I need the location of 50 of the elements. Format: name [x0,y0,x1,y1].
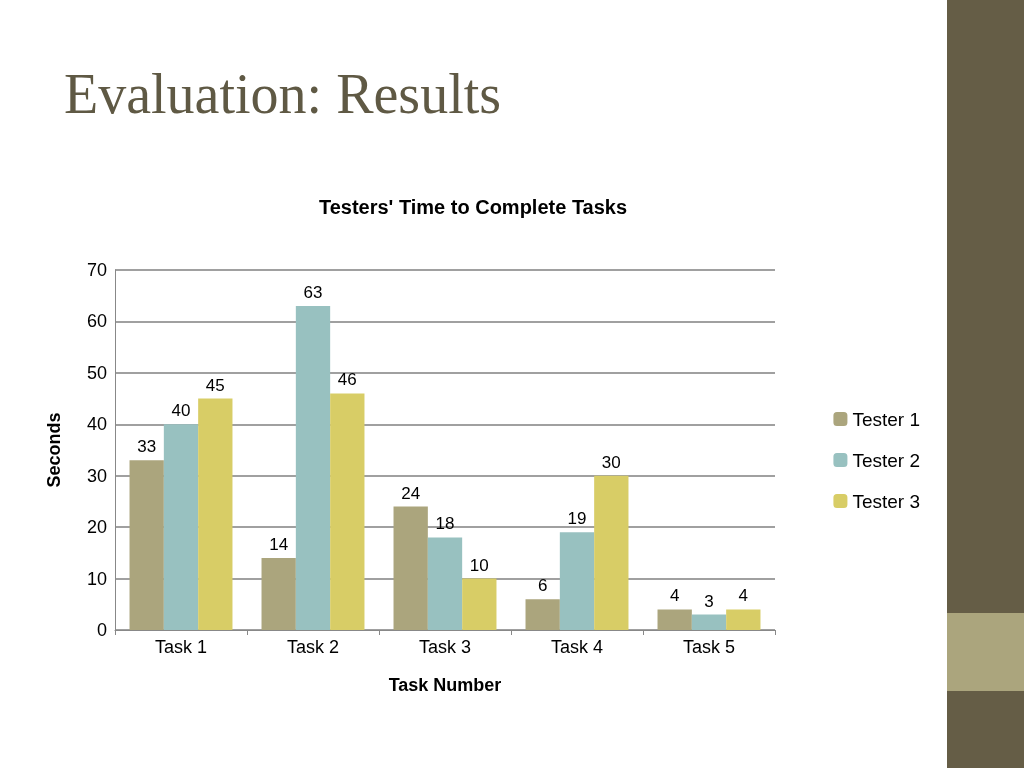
y-axis-title: Seconds [44,412,64,488]
x-tick-label: Task 1 [154,637,208,657]
bar [525,599,560,630]
x-tick-label: Task 4 [550,637,604,657]
y-tick-label: 70 [86,260,107,280]
data-label: 63 [303,283,323,302]
y-tick-label: 50 [86,362,107,383]
y-tick-label: 60 [86,311,107,332]
legend-label: Tester 2 [852,449,921,471]
data-label: 33 [137,437,157,457]
data-label: 18 [435,514,455,534]
y-tick-label: 0 [96,620,107,640]
x-tick-label: Task 3 [418,637,472,657]
y-tick-label: 10 [86,568,107,589]
bar [393,506,428,630]
data-label: 45 [205,375,225,395]
bar [427,537,463,630]
bar [462,578,497,630]
data-label: 14 [269,535,289,554]
bar [198,398,233,630]
bar [594,475,629,630]
bar [657,609,692,630]
data-label: 6 [537,576,548,596]
bar [691,614,727,630]
data-label: 40 [171,401,191,421]
data-label: 3 [704,591,714,611]
x-tick-label: Task 2 [286,637,340,657]
bar [261,558,296,630]
data-label: 46 [337,370,357,390]
bar [330,393,365,630]
bar [559,532,595,630]
x-axis-title: Task Number [388,675,502,695]
y-tick-label: 40 [86,414,107,435]
bar [129,460,164,630]
legend-label: Tester 1 [852,408,921,430]
legend-label: Tester 3 [852,490,921,512]
bar [163,424,199,630]
y-tick-label: 20 [86,517,107,538]
chart-subtitle: Testers' Time to Complete Tasks [318,196,628,218]
y-tick-label: 30 [86,465,107,486]
x-tick-label: Task 5 [682,637,736,657]
chart-title: Evaluation: Results [64,62,502,126]
data-label: 19 [567,509,587,529]
data-label: 10 [469,555,489,575]
bar [726,609,761,630]
bar [295,306,331,630]
data-label: 30 [601,452,621,472]
data-label: 4 [738,586,749,606]
data-label: 4 [669,586,680,606]
data-label: 24 [401,483,421,503]
